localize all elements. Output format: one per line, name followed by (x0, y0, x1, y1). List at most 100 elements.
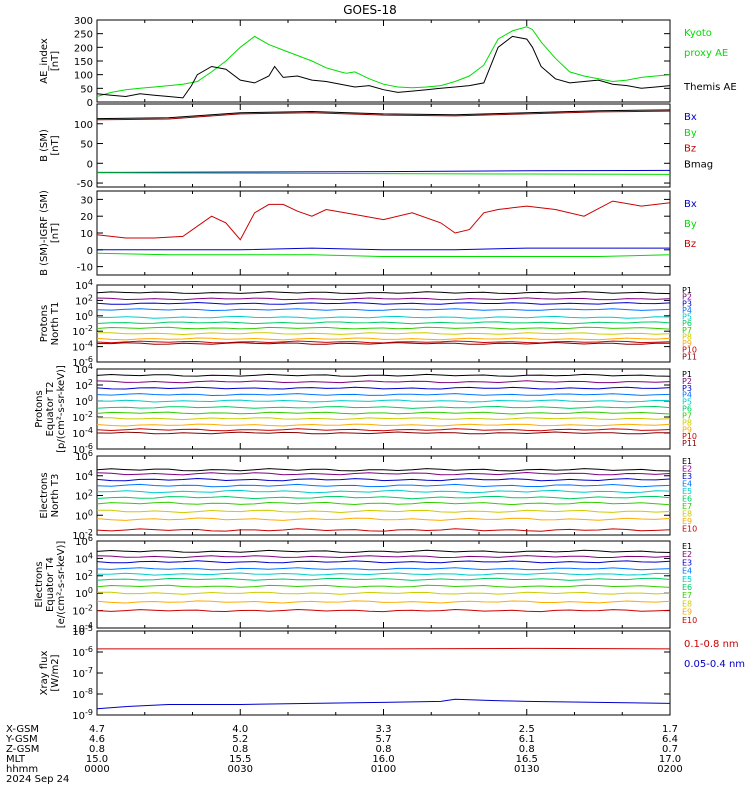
channel-label: P3 (682, 384, 692, 393)
channel-line (96, 326, 671, 330)
ephemeris-label: hhmm (6, 764, 38, 775)
ephemeris-value: 16.5 (516, 754, 538, 765)
channel-label: P11 (682, 352, 697, 361)
y-tick-label: 150 (74, 57, 93, 68)
y-tick-label: 10 (80, 229, 93, 240)
y-tick-label: 102 (75, 293, 93, 307)
channel-line (96, 600, 671, 604)
y-tick-label: 300 (74, 16, 93, 27)
ephemeris-value: 4.6 (89, 734, 105, 745)
channel-label: P1 (682, 370, 692, 379)
ephemeris-value: 0030 (228, 764, 253, 775)
y-tick-label: 0 (87, 98, 93, 109)
legend-entry: Bz (684, 239, 696, 250)
ephemeris-label: X-GSM (6, 724, 39, 735)
channel-line (96, 301, 671, 305)
legend-entry: Bz (684, 144, 696, 155)
channel-label: E7 (682, 502, 692, 511)
y-axis-label: Electrons (34, 561, 45, 607)
channel-label: E10 (682, 616, 697, 625)
y-tick-label: 10-4 (72, 426, 93, 440)
panel-5: 104 102 100 10-2 10-4 10-6 Protons Equator T2 [p… (34, 362, 697, 456)
y-tick-label: 100 (75, 394, 93, 408)
ephemeris-value: 0.8 (89, 744, 105, 755)
channel-label: E9 (682, 608, 692, 617)
channel-label: E10 (682, 525, 697, 534)
channel-label: P9 (682, 425, 692, 434)
channel-label: P1 (682, 286, 692, 295)
y-axis-label: AE_index (39, 38, 50, 84)
channel-line (96, 332, 671, 336)
y-axis-label: [nT] (50, 51, 61, 71)
channel-line (96, 567, 671, 571)
y-tick-label: 102 (75, 378, 93, 392)
channel-line (96, 411, 671, 415)
ephemeris-value: 1.7 (662, 724, 678, 735)
channel-label: E5 (682, 575, 692, 584)
series-line (96, 169, 671, 173)
legend-entry: By (684, 128, 697, 139)
channel-label: P4 (682, 391, 692, 400)
date-label: 2024 Sep 24 (6, 774, 69, 785)
series-line (96, 200, 671, 241)
y-axis-label: [nT] (50, 135, 61, 155)
legend-entry: Themis AE (683, 82, 737, 93)
ephemeris-value: 17.0 (659, 754, 681, 765)
channel-line (96, 501, 671, 506)
ephemeris-value: 2.5 (519, 724, 535, 735)
channel-line (96, 308, 671, 312)
channel-label: P2 (682, 377, 692, 386)
channel-line (96, 517, 671, 521)
channel-line (96, 483, 671, 488)
legend-entry: 0.1-0.8 nm (684, 639, 739, 650)
ephemeris-value: 0.7 (662, 744, 678, 755)
series-line (96, 110, 671, 121)
y-axis-label: Electrons (39, 472, 50, 518)
channel-line (96, 341, 670, 345)
y-tick-label: 106 (75, 534, 93, 548)
channel-line (96, 380, 671, 384)
channel-label: P8 (682, 332, 692, 341)
channel-label: E8 (682, 510, 692, 519)
y-axis-label: North T1 (50, 302, 61, 346)
channel-line (96, 340, 671, 344)
channel-label: P3 (682, 299, 692, 308)
y-tick-label: 100 (74, 71, 93, 82)
y-tick-label: 30 (80, 195, 93, 206)
y-tick-label: 10-2 (72, 528, 93, 542)
y-tick-label: 50 (80, 84, 93, 95)
y-tick-label: 100 (75, 586, 93, 600)
y-tick-label: 10-9 (72, 708, 93, 722)
y-axis-label: [W/m2] (50, 654, 61, 691)
channel-label: E1 (682, 457, 692, 466)
y-tick-label: 0 (87, 159, 93, 170)
ephemeris-value: 6.4 (662, 734, 678, 745)
y-tick-label: 10-6 (72, 645, 93, 659)
y-tick-label: 106 (75, 449, 93, 463)
y-axis-label: [p/(cm²-s-sr-keV)] (56, 365, 67, 453)
channel-label: P6 (682, 405, 692, 414)
channel-label: P10 (682, 432, 697, 441)
series-line (96, 252, 671, 257)
legend-entry: Bx (684, 112, 697, 123)
y-tick-label: 200 (74, 43, 93, 54)
channel-line (96, 560, 671, 564)
channel-line (96, 337, 671, 341)
series-line (97, 247, 670, 251)
y-tick-label: 250 (74, 30, 93, 41)
y-tick-label: 10-6 (72, 442, 93, 456)
y-tick-label: 104 (75, 278, 93, 292)
ephemeris-label: Z-GSM (6, 744, 39, 755)
legend-entry: Bmag (684, 159, 713, 170)
channel-label: E5 (682, 487, 692, 496)
series-line (96, 109, 671, 120)
y-axis-label: Protons (39, 305, 50, 342)
panel-frame (96, 540, 671, 629)
y-tick-label: 10-7 (72, 666, 93, 680)
legend-entry: By (684, 219, 697, 230)
ephemeris-value: 0100 (371, 764, 396, 775)
channel-label: P8 (682, 418, 692, 427)
channel-line (96, 471, 671, 476)
channel-line (97, 417, 671, 421)
